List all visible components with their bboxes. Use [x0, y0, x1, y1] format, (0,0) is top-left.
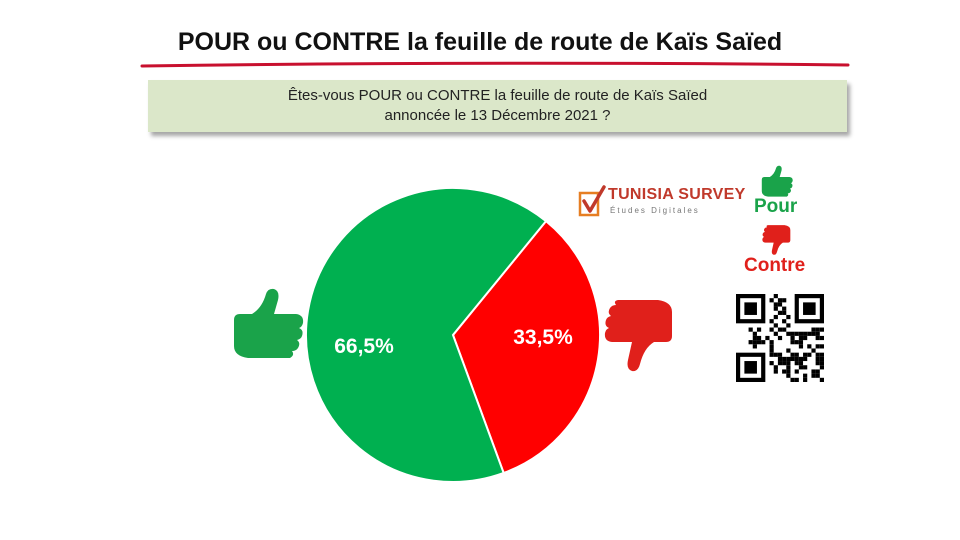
legend-thumbs-down-icon: [762, 225, 791, 255]
chart-title: POUR ou CONTRE la feuille de route de Ka…: [177, 28, 783, 56]
question-line-1: Êtes-vous POUR ou CONTRE la feuille de r…: [287, 87, 708, 104]
pie-slice-contre: [451, 219, 601, 475]
tunisia-survey-logo: TUNISIA SURVEY Études Digitales: [578, 183, 745, 223]
qr-code-icon: [736, 294, 824, 382]
data-label-contre: 33,5%: [513, 326, 573, 349]
pie-slice-pour: [305, 187, 548, 483]
question-box: Êtes-vous POUR ou CONTRE la feuille de r…: [148, 80, 847, 132]
thumbs-up-icon: [234, 288, 304, 358]
brand-name: TUNISIA SURVEY: [608, 186, 746, 203]
data-label-pour: 66,5%: [334, 335, 394, 358]
legend-thumbs-up-icon: [761, 165, 793, 197]
checkmark-logo-icon: [578, 185, 606, 217]
brand-tagline: Études Digitales: [610, 206, 700, 215]
legend-contre-label: Contre: [744, 255, 806, 276]
legend-pour-label: Pour: [754, 196, 798, 217]
thumbs-down-icon: [604, 300, 672, 372]
title-underline: [140, 61, 850, 68]
question-line-2: annoncée le 13 Décembre 2021 ?: [384, 107, 611, 124]
